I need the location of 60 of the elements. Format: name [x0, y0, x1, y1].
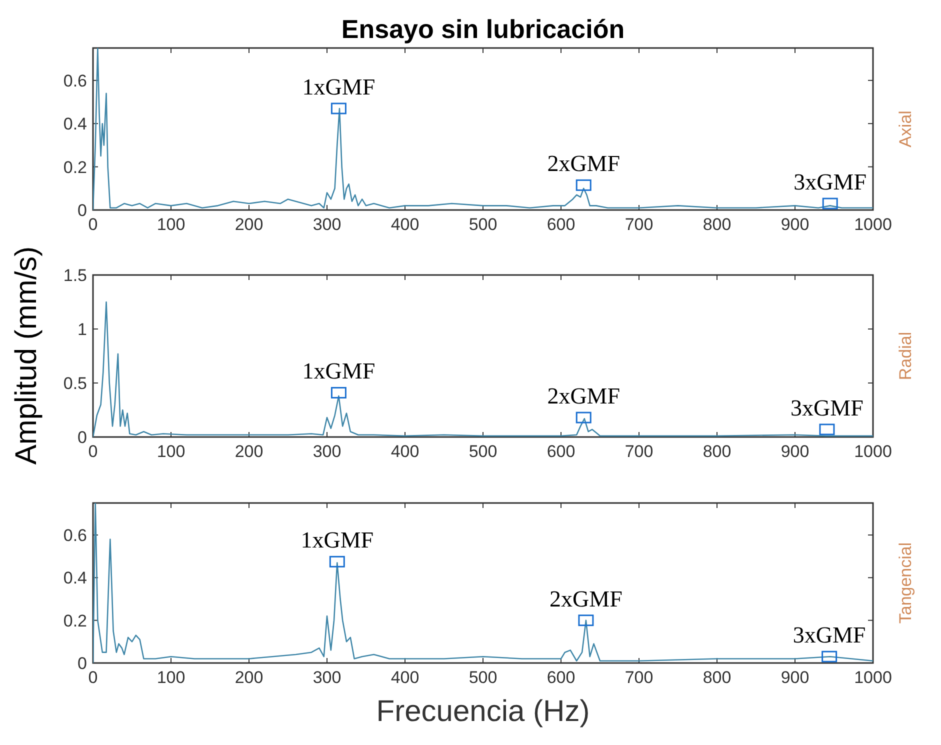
x-tick-label: 1000 — [854, 442, 892, 461]
annotation: 3xGMF — [792, 622, 866, 648]
y-tick-label: 0.5 — [63, 374, 87, 393]
x-tick-label: 800 — [702, 668, 732, 687]
x-tick-label: 100 — [156, 215, 186, 234]
x-tick-label: 400 — [390, 215, 420, 234]
annotation: 2xGMF — [547, 151, 620, 176]
x-tick-label: 700 — [624, 668, 654, 687]
y-tick-label: 0.4 — [63, 114, 87, 134]
x-tick-label: 300 — [312, 668, 342, 687]
x-tick-label: 800 — [702, 442, 732, 461]
annotation: 2xGMF — [550, 586, 622, 612]
y-tick-label: 0.4 — [63, 568, 87, 588]
x-tick-label: 300 — [312, 442, 342, 461]
x-tick-label: 500 — [468, 442, 498, 461]
x-tick-label: 100 — [156, 668, 186, 687]
line-series — [93, 48, 873, 210]
annotation: 1xGMF — [302, 74, 376, 100]
annotation: 2xGMF — [547, 384, 620, 409]
annotation: 3xGMF — [790, 395, 864, 420]
line-series — [93, 503, 873, 663]
y2-axis-title: Tangencial — [896, 542, 915, 624]
x-tick-label: 800 — [702, 215, 732, 234]
y-tick-label: 1.5 — [63, 266, 87, 285]
y-tick-label: 0.2 — [63, 611, 87, 630]
x-tick-label: 400 — [390, 442, 420, 461]
x-tick-label: 600 — [546, 668, 576, 687]
x-tick-label: 200 — [234, 442, 264, 461]
x-tick-label: 500 — [468, 215, 498, 234]
annotation: 1xGMF — [302, 358, 376, 384]
chart-title: Ensayo sin lubricación — [341, 14, 625, 44]
y2-axis-title: Axial — [896, 110, 915, 148]
x-tick-label: 500 — [468, 668, 498, 687]
annotation: 1xGMF — [300, 528, 374, 553]
x-tick-label: 900 — [780, 442, 810, 461]
y-tick-label: 0.2 — [63, 158, 87, 177]
x-tick-label: 300 — [312, 215, 342, 234]
x-tick-label: 900 — [780, 668, 810, 687]
x-tick-label: 100 — [156, 442, 186, 461]
x-axis-title: Frecuencia (Hz) — [376, 695, 590, 728]
x-tick-label: 1000 — [854, 668, 892, 687]
x-tick-label: 700 — [624, 215, 654, 234]
y-tick-label: 1 — [78, 320, 87, 339]
x-tick-label: 1000 — [854, 215, 892, 234]
y-tick-label: 0 — [78, 428, 87, 447]
y-axis-title: Amplitud (mm/s) — [10, 246, 43, 465]
y-tick-label: 0 — [78, 654, 87, 673]
x-tick-label: 600 — [546, 215, 576, 234]
line-series — [93, 301, 873, 437]
y-tick-label: 0 — [78, 201, 87, 220]
x-tick-label: 400 — [390, 668, 420, 687]
x-tick-label: 700 — [624, 442, 654, 461]
y-tick-label: 0.6 — [63, 71, 87, 90]
y2-axis-title: Radial — [896, 332, 915, 380]
y-tick-label: 0.6 — [63, 526, 87, 545]
x-tick-label: 900 — [780, 215, 810, 234]
x-tick-label: 600 — [546, 442, 576, 461]
annotation: 3xGMF — [794, 170, 867, 195]
x-tick-label: 200 — [234, 668, 264, 687]
x-tick-label: 200 — [234, 215, 264, 234]
